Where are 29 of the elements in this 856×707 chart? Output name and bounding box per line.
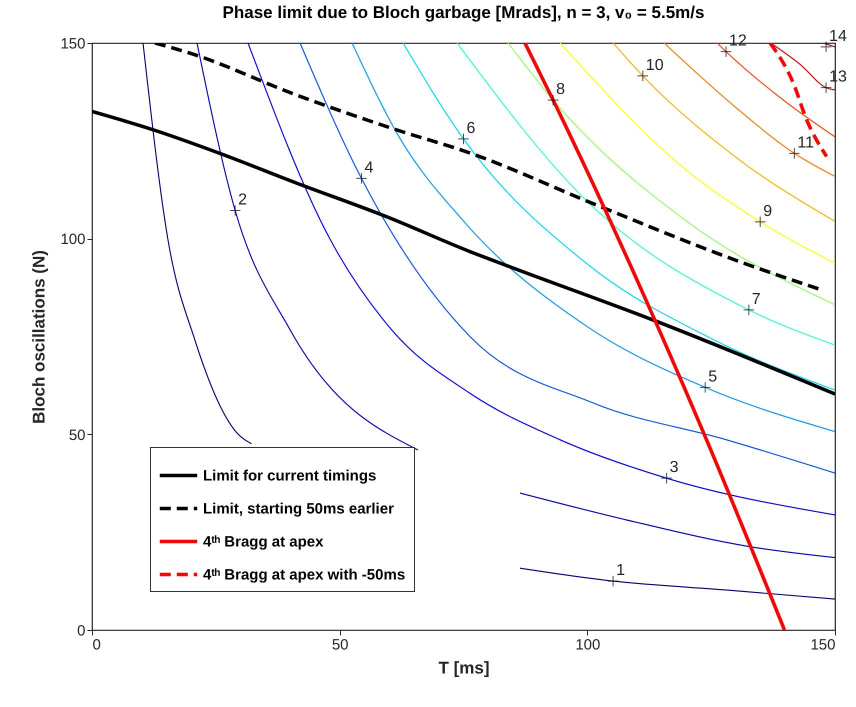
y-axis-title: Bloch oscillations (N) [29,250,48,424]
line-series [768,43,828,158]
line-series [92,110,835,396]
annotation: 2 [238,191,248,208]
y-tick-label: 0 [77,622,86,640]
annotation: 1 [616,562,626,580]
annotation: 4 [364,159,374,176]
y-tick-label: 100 [60,231,86,248]
x-tick-label: 100 [575,636,600,654]
legend-label: Limit, starting 50ms earlier [203,500,394,518]
annotation: 7 [752,290,761,308]
annotation: 6 [466,120,476,137]
y-tick-label: 150 [60,36,86,52]
x-axis-title: T [ms] [438,658,490,678]
annotation: 14 [829,28,847,45]
annotation: 5 [708,368,718,386]
x-tick-label: 150 [810,636,836,654]
annotation: 8 [556,81,566,98]
annotation: 9 [763,202,772,220]
x-tick-label: 0 [92,636,101,654]
legend-label: 4ᵗʰ Bragg at apex with -50ms [203,566,406,584]
y-tick-label: 50 [68,426,86,444]
x-tick-label: 50 [332,636,349,654]
annotation: 11 [797,134,814,152]
annotation: 10 [646,56,664,74]
annotation: 3 [670,459,679,476]
legend-label: 4ᵗʰ Bragg at apex [203,534,324,550]
legend-label: Limit for current timings [203,468,376,484]
chart-title: Phase limit due to Bloch garbage [Mrads], n = 3, v₀ = 5.5m/s [222,2,704,22]
